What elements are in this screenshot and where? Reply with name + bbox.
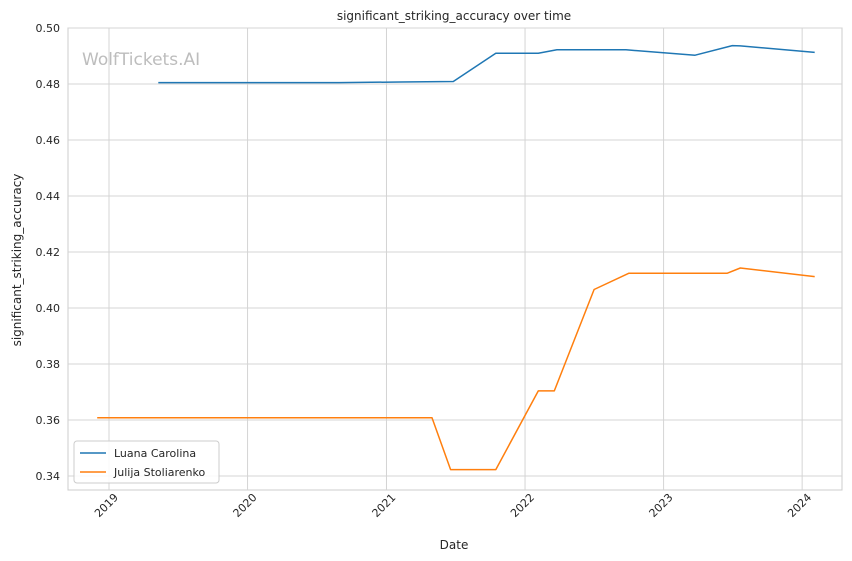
- chart-title: significant_striking_accuracy over time: [337, 9, 571, 23]
- legend-label: Julija Stoliarenko: [113, 466, 205, 479]
- y-tick-label: 0.40: [36, 302, 61, 315]
- y-tick-label: 0.36: [36, 414, 61, 427]
- y-gridlines: [68, 27, 842, 477]
- y-tick-label: 0.46: [36, 134, 61, 147]
- legend: Luana Carolina Julija Stoliarenko: [73, 440, 220, 484]
- y-axis-label: significant_striking_accuracy: [10, 174, 24, 347]
- legend-box: [73, 440, 220, 484]
- y-tick-label: 0.42: [36, 246, 61, 259]
- x-axis-label: Date: [440, 538, 469, 552]
- watermark-text: WolfTickets.AI: [82, 50, 200, 70]
- series-lines: [97, 44, 815, 471]
- y-tick-label: 0.50: [36, 22, 61, 35]
- y-tick-label: 0.44: [36, 190, 61, 203]
- series-line: [158, 44, 815, 84]
- legend-label: Luana Carolina: [114, 447, 196, 460]
- x-gridlines: [108, 28, 803, 490]
- y-tick-labels: 0.34 0.36 0.38 0.40 0.42 0.44 0.46 0.48 0.50: [36, 22, 61, 483]
- y-tick-label: 0.38: [36, 358, 61, 371]
- series-line: [97, 267, 815, 471]
- y-tick-label: 0.48: [36, 78, 61, 91]
- y-tick-label: 0.34: [36, 470, 61, 483]
